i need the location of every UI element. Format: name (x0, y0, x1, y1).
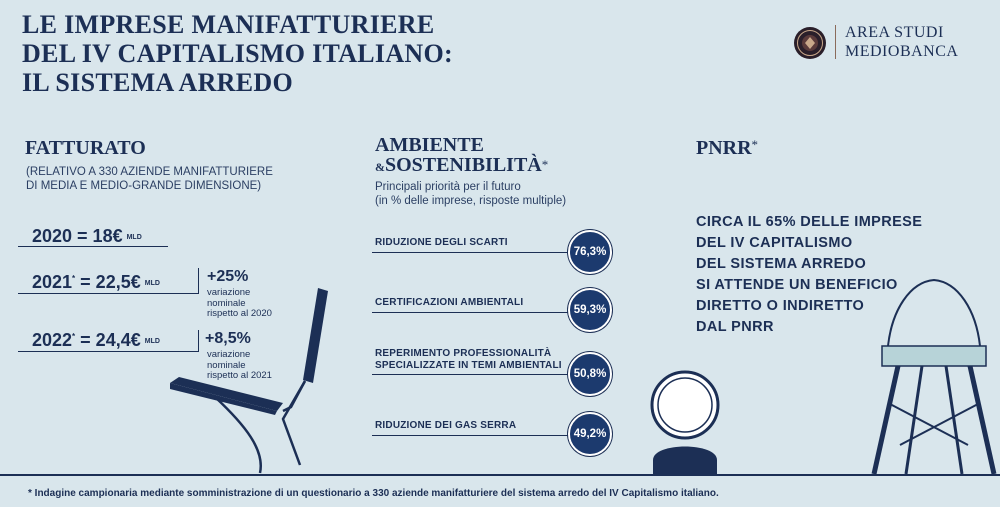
ambiente-heading-line-1: AMBIENTE (375, 134, 484, 156)
asterisk: * (751, 137, 759, 152)
ambiente-item: RIDUZIONE DEGLI SCARTI (375, 237, 508, 249)
pnrr-line: DIRETTO O INDIRETTO (696, 298, 865, 314)
pnrr-line: CIRCA IL 65% DELLE IMPRESE (696, 214, 923, 230)
ambiente-item-value: 50,8% (568, 352, 612, 396)
title-line-2: DEL IV CAPITALISMO ITALIANO: (22, 39, 453, 68)
variation-desc-line: nominale (207, 297, 246, 309)
ambiente-item: CERTIFICAZIONI AMBIENTALI (375, 297, 523, 309)
title-line-3: IL SISTEMA ARREDO (22, 68, 293, 97)
ambiente-subtitle: Principali priorità per il futuro (in % … (375, 180, 566, 208)
fatturato-subtitle-line-2: DI MEDIA E MEDIO-GRANDE DIMENSIONE) (26, 180, 262, 192)
fatturato-heading: FATTURATO (25, 137, 146, 159)
revenue-unit: MLD (126, 233, 142, 241)
ambiente-item-value: 49,2% (568, 412, 612, 456)
variation-desc-line: rispetto al 2021 (207, 370, 272, 381)
variation-desc-2022: variazione nominale rispetto al 2021 (207, 349, 272, 382)
ambiente-item-value: 76,3% (568, 230, 612, 274)
ambiente-subtitle-line-1: Principali priorità per il futuro (375, 181, 521, 193)
logo-line-1: AREA STUDI (845, 24, 944, 41)
ground-line (0, 474, 1000, 476)
revenue-year: 2021 (32, 272, 73, 292)
revenue-underline (18, 351, 198, 352)
pnrr-line: DEL IV CAPITALISMO (696, 235, 853, 251)
pnrr-heading: PNRR* (696, 137, 758, 160)
footnote: * Indagine campionaria mediante somminis… (28, 488, 719, 499)
revenue-asterisk: * (72, 332, 76, 341)
ambiente-item-label: SPECIALIZZATE IN TEMI AMBIENTALI (375, 360, 562, 371)
ampersand: & (375, 160, 385, 174)
revenue-2022: 2022* = 24,4€ MLD (32, 330, 160, 351)
ambiente-heading-line-2: &SOSTENIBILITÀ* (375, 155, 548, 177)
variation-desc-line: nominale (207, 359, 246, 371)
revenue-value: = 24,4€ (75, 330, 141, 350)
revenue-2020: 2020 = 18€ MLD (32, 226, 142, 247)
variation-desc-line: variazione (207, 349, 251, 360)
variation-pct-2021: +25% (207, 268, 249, 285)
revenue-underline (18, 246, 168, 247)
ambiente-heading: AMBIENTE &SOSTENIBILITÀ* (375, 135, 548, 177)
revenue-year: 2020 (32, 226, 73, 246)
page-title: LE IMPRESE MANIFATTURIERE DEL IV CAPITAL… (22, 10, 542, 97)
asterisk: * (541, 157, 549, 172)
ambiente-subtitle-line-2: (in % delle imprese, risposte multiple) (375, 195, 567, 207)
ambiente-item-line (372, 374, 572, 375)
title-line-1: LE IMPRESE MANIFATTURIERE (22, 10, 435, 39)
ambiente-item-label: RIDUZIONE DEGLI SCARTI (375, 237, 508, 248)
variation-pct-2022: +8,5% (205, 330, 251, 347)
ambiente-item-label: CERTIFICAZIONI AMBIENTALI (375, 297, 524, 308)
revenue-underline (18, 293, 198, 294)
ambiente-item: RIDUZIONE DEI GAS SERRA (375, 420, 516, 432)
logo-line-2: MEDIOBANCA (845, 43, 959, 60)
pnrr-statement: CIRCA IL 65% DELLE IMPRESE DEL IV CAPITA… (696, 212, 922, 338)
revenue-year: 2022 (32, 330, 73, 350)
ambiente-item-line (372, 312, 572, 313)
ambiente-item-line (372, 252, 572, 253)
spherical-lamp-icon (650, 370, 720, 474)
variation-bracket (198, 330, 199, 352)
revenue-asterisk: * (72, 274, 76, 283)
ambiente-item-value: 59,3% (568, 288, 612, 332)
variation-bracket (198, 268, 199, 294)
variation-desc-2021: variazione nominale rispetto al 2020 (207, 287, 272, 320)
dining-chair-icon (871, 278, 997, 475)
mediobanca-seal-icon (794, 27, 826, 59)
variation-desc-line: variazione (207, 287, 251, 298)
ambiente-item-label: RIDUZIONE DEI GAS SERRA (375, 420, 517, 431)
pnrr-line: DAL PNRR (696, 319, 774, 335)
pnrr-line: DEL SISTEMA ARREDO (696, 256, 867, 272)
ambiente-item-line (372, 435, 572, 436)
ambiente-item-label: REPERIMENTO PROFESSIONALITÀ (375, 348, 552, 359)
pnrr-heading-text: PNRR (696, 137, 752, 159)
variation-desc-line: rispetto al 2020 (207, 308, 272, 319)
revenue-unit: MLD (144, 279, 160, 287)
pnrr-line: SI ATTENDE UN BENEFICIO (696, 277, 898, 293)
revenue-unit: MLD (144, 337, 160, 345)
logo-separator (835, 25, 836, 59)
fatturato-subtitle: (RELATIVO A 330 AZIENDE MANIFATTURIERE D… (26, 165, 273, 193)
mediobanca-logo: AREA STUDI MEDIOBANCA (793, 22, 983, 62)
logo-text: AREA STUDI MEDIOBANCA (845, 23, 958, 61)
sostenibilita-text: SOSTENIBILITÀ (385, 154, 542, 176)
revenue-value: = 18€ (72, 226, 123, 246)
ambiente-item: REPERIMENTO PROFESSIONALITÀ SPECIALIZZAT… (375, 348, 562, 372)
revenue-value: = 22,5€ (75, 272, 141, 292)
lounge-chair-icon (170, 288, 328, 474)
fatturato-subtitle-line-1: (RELATIVO A 330 AZIENDE MANIFATTURIERE (26, 166, 273, 178)
revenue-2021: 2021* = 22,5€ MLD (32, 272, 160, 293)
